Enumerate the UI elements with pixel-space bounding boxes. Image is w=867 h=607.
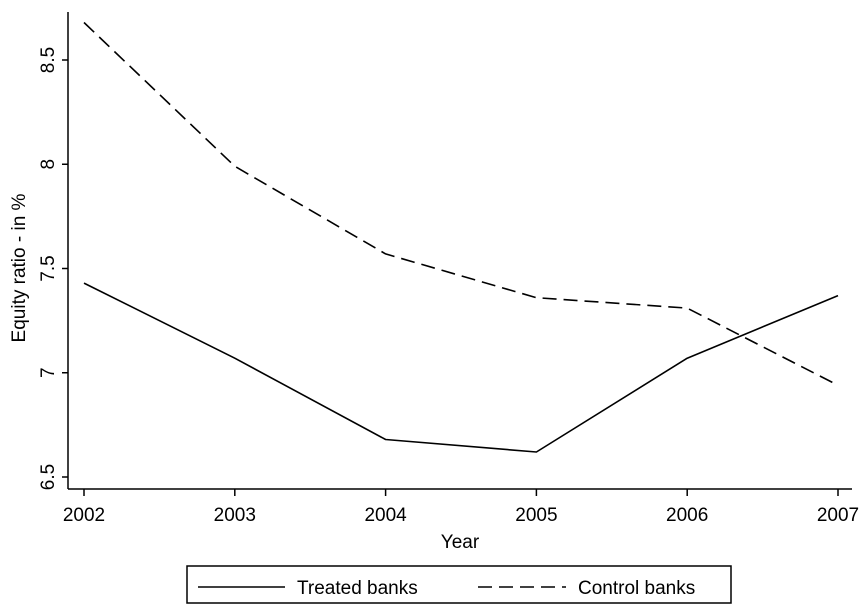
treated-banks-line (83, 282, 839, 453)
x-axis-title: Year (441, 532, 480, 553)
y-tick-label: 6.5 (38, 464, 59, 490)
x-tick-label: 2004 (364, 505, 407, 526)
x-tick-label: 2006 (666, 505, 708, 526)
x-axis: 2002 2003 2004 2005 2006 2007 (63, 489, 859, 526)
plot-area (67, 12, 852, 490)
x-tick-label: 2003 (214, 505, 256, 526)
legend-label-treated: Treated banks (297, 578, 418, 599)
control-banks-line (83, 21, 839, 387)
y-axis: 6.5 7 7.5 8 8.5 (38, 47, 68, 490)
y-tick-label: 8 (38, 159, 59, 170)
y-tick-label: 7.5 (38, 255, 59, 281)
y-tick-label: 8.5 (38, 47, 59, 73)
legend-box (186, 565, 732, 604)
legend: Treated banks Control banks (186, 565, 732, 604)
series-layer (83, 21, 839, 453)
y-axis-title: Equity ratio - in % (9, 193, 30, 342)
x-tick-label: 2002 (63, 505, 105, 526)
y-tick-label: 7 (38, 367, 59, 378)
legend-label-control: Control banks (578, 578, 695, 599)
x-tick-label: 2007 (817, 505, 859, 526)
x-tick-label: 2005 (515, 505, 557, 526)
